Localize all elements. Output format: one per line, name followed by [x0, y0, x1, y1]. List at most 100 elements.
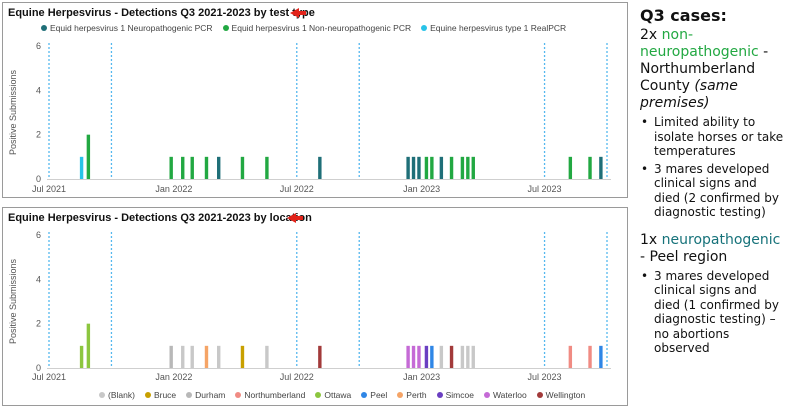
bar-segment	[599, 156, 603, 179]
bar-segment	[599, 345, 603, 368]
bar-segment	[466, 156, 470, 179]
legend-item: Bruce	[144, 390, 176, 400]
notes-title: Q3 cases:	[640, 6, 727, 25]
bar-segment	[568, 345, 573, 368]
bar-segment	[406, 156, 410, 179]
chart-plot: 0 2 4 6 Positive Submissions Jul 2021 Jan 2022…	[8, 41, 611, 194]
bar-segment	[86, 134, 91, 179]
bar-segment	[79, 156, 84, 179]
bar-segment	[460, 156, 465, 179]
case2-bullet: 3 mares developed clinical signs and die…	[640, 269, 786, 356]
bar-segment	[217, 156, 221, 179]
legend-item: Peel	[361, 390, 387, 400]
legend-item: (Blank)	[99, 390, 135, 400]
bar-segment	[169, 156, 173, 179]
bar-segment	[568, 156, 573, 179]
chart-title: Equine Herpesvirus - Detections Q3 2021-…	[8, 7, 315, 19]
bar-segment	[471, 156, 475, 179]
legend-item: Waterloo	[483, 390, 527, 400]
y-axis-label: Positive Submissions	[8, 69, 18, 155]
legend-label: Equid herpesvirus 1 Neuropathogenic PCR	[50, 23, 213, 33]
x-tick-label: Jan 2023	[403, 372, 440, 382]
x-tick-label: Jan 2022	[155, 184, 192, 194]
legend-swatch	[436, 392, 443, 398]
legend-item: Ottawa	[315, 390, 351, 400]
legend-swatch	[186, 392, 193, 398]
bar-segment	[460, 345, 465, 368]
legend-label: Northumberland	[244, 390, 306, 400]
case1-location: - Northumberland County	[640, 44, 769, 94]
case2-count: 1x	[640, 231, 662, 248]
bar-segment	[190, 345, 194, 368]
chart-legend: Equid herpesvirus 1 Neuropathogenic PCR E…	[41, 23, 566, 33]
bar-segment	[424, 156, 429, 179]
bar-segment	[190, 156, 194, 179]
y-tick-label: 2	[36, 319, 41, 329]
bar-segment	[471, 345, 475, 368]
x-tick-label: Jul 2021	[32, 372, 66, 382]
case2-type: neuropathogenic	[661, 231, 781, 248]
legend-swatch	[222, 25, 229, 31]
legend-item: Perth	[397, 390, 427, 400]
bar-segment	[430, 156, 434, 179]
y-tick-label: 6	[36, 230, 41, 240]
bar-segment	[417, 345, 421, 368]
legend-item: Simcoe	[436, 390, 474, 400]
y-axis-label: Positive Submissions	[8, 258, 18, 344]
legend-swatch	[397, 392, 404, 398]
legend-item: Equine herpesvirus type 1 RealPCR	[421, 23, 566, 33]
legend-item: Durham	[186, 390, 225, 400]
x-tick-label: Jul 2022	[280, 184, 314, 194]
legend-label: Ottawa	[324, 390, 352, 400]
legend-label: Equid herpesvirus 1 Non-neuropathogenic …	[231, 23, 412, 33]
case2-summary: 1x neuropathogenic - Peel region	[640, 232, 786, 266]
case1-bullet: 3 mares developed clinical signs and die…	[640, 162, 786, 220]
bar-segment	[79, 345, 84, 368]
bar-segment	[424, 345, 429, 368]
legend-label: Wellington	[545, 390, 586, 400]
legend-swatch	[483, 392, 490, 398]
y-tick-label: 4	[36, 274, 41, 284]
bar-segment	[169, 345, 173, 368]
bar-segment	[240, 345, 245, 368]
bar-segment	[217, 345, 221, 368]
bar-segment	[181, 345, 185, 368]
y-tick-label: 0	[36, 174, 41, 184]
x-tick-label: Jul 2023	[528, 372, 562, 382]
bar-segment	[240, 156, 245, 179]
bar-segment	[439, 345, 444, 368]
red-arrow-icon	[290, 8, 306, 18]
legend-swatch	[361, 392, 368, 398]
bar-segment	[411, 156, 416, 179]
bar-segment	[439, 156, 444, 179]
case1-summary: 2x non-neuropathogenic - Northumberland …	[640, 27, 786, 112]
bar-segment	[204, 345, 209, 368]
bar-segment	[466, 345, 470, 368]
legend-swatch	[99, 392, 105, 398]
case2-location: - Peel region	[640, 248, 728, 265]
legend-swatch	[536, 392, 543, 398]
case1-bullet: Limited ability to isolate horses or tak…	[640, 115, 786, 159]
bar-segment	[449, 156, 454, 179]
bar-segment	[86, 323, 91, 368]
red-arrow-icon	[287, 213, 303, 223]
y-tick-label: 4	[36, 85, 41, 95]
chart-plot: 0 2 4 6 Positive Submissions Jul 2021 Jan 2022…	[8, 230, 611, 382]
bar-segment	[449, 345, 454, 368]
q3-cases-notes: Q3 cases: 2x non-neuropathogenic - North…	[640, 6, 786, 356]
bar-segment	[318, 345, 322, 368]
x-tick-label: Jul 2022	[280, 372, 314, 382]
bar-segment	[417, 156, 421, 179]
bar-segment	[406, 345, 410, 368]
y-tick-label: 6	[36, 41, 41, 51]
legend-item: Equid herpesvirus 1 Non-neuropathogenic …	[222, 23, 412, 33]
legend-label: Durham	[195, 390, 226, 400]
legend-item: Wellington	[536, 390, 586, 400]
y-tick-label: 0	[36, 363, 41, 373]
chart-legend: (Blank) Bruce Durham Northumberland Ottawa Pe…	[99, 390, 585, 400]
legend-swatch	[315, 392, 322, 398]
legend-label: Peel	[370, 390, 388, 400]
bar-segment	[588, 156, 592, 179]
y-tick-label: 2	[36, 130, 41, 140]
case1-type: non-neuropathogenic	[640, 27, 759, 60]
